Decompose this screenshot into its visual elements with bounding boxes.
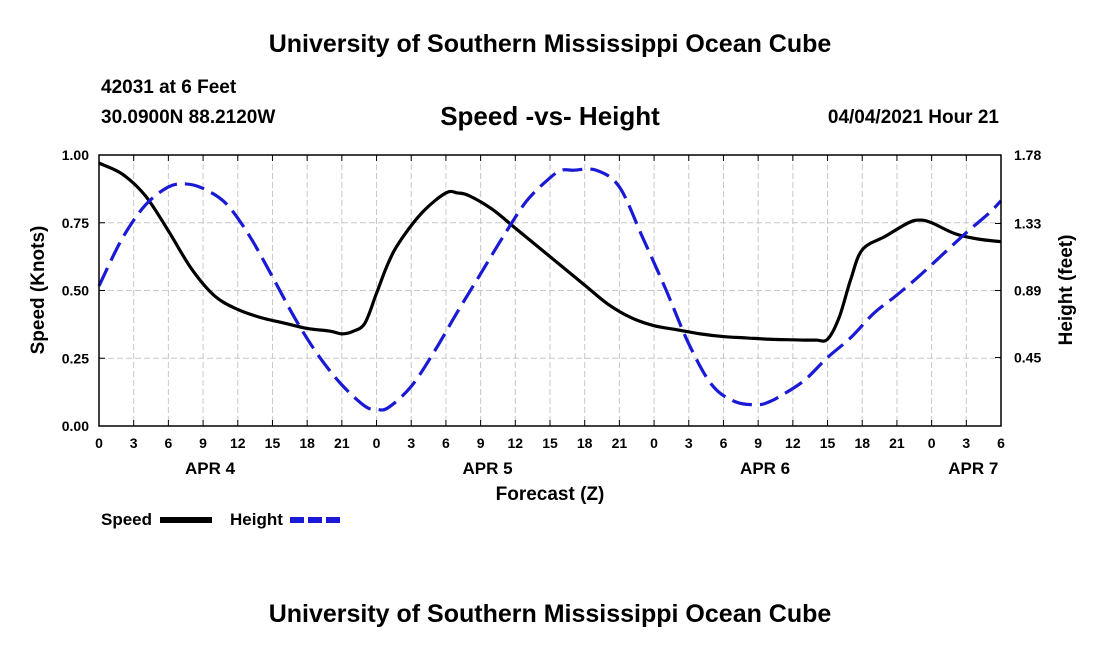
y2-tick-label: 0.89	[1014, 283, 1041, 299]
x-tick-label: 0	[650, 435, 658, 451]
date-label: APR 4	[185, 459, 236, 478]
y-tick-label: 0.50	[62, 283, 89, 299]
chart-subtitle: Speed -vs- Height	[440, 101, 660, 131]
x-tick-label: 21	[889, 435, 905, 451]
x-tick-label: 21	[612, 435, 628, 451]
x-tick-label: 18	[577, 435, 593, 451]
x-tick-label: 9	[477, 435, 485, 451]
y-tick-label: 0.00	[62, 418, 89, 434]
station-coordinates: 30.0900N 88.2120W	[101, 107, 276, 128]
y2-tick-label: 0.45	[1014, 349, 1041, 365]
legend: Speed Height	[101, 510, 342, 529]
x-tick-label: 9	[199, 435, 207, 451]
series-line-height	[97, 167, 1003, 412]
y-tick-label: 1.00	[62, 147, 89, 163]
x-tick-label: 9	[754, 435, 762, 451]
legend-label-height: Height	[230, 510, 283, 529]
x-axis-label: Forecast (Z)	[496, 484, 605, 505]
date-label: APR 7	[948, 459, 998, 478]
axes: 0 3 6 9 12 15 18 21 0 3 6 9 12 15 18 21 0 3 6 9 12 15 18 21 0 3 6 0…	[62, 147, 1042, 478]
x-tick-label: 0	[373, 435, 381, 451]
x-tick-label: 21	[334, 435, 350, 451]
x-tick-label: 3	[130, 435, 138, 451]
x-tick-label: 0	[95, 435, 103, 451]
y2-tick-label: 1.78	[1014, 147, 1041, 163]
series-layer	[97, 161, 1003, 412]
y2-axis-label: Height (feet)	[1056, 235, 1077, 346]
date-label: APR 6	[740, 459, 790, 478]
y2-tick-label: 1.33	[1014, 216, 1041, 232]
y-axis-label: Speed (Knots)	[28, 226, 49, 355]
x-tick-label: 6	[997, 435, 1005, 451]
x-tick-label: 15	[542, 435, 558, 451]
x-tick-label: 15	[820, 435, 836, 451]
x-tick-label: 18	[854, 435, 870, 451]
x-tick-label: 15	[265, 435, 281, 451]
series-line-speed	[98, 161, 1002, 343]
x-tick-label: 3	[962, 435, 970, 451]
x-tick-label: 0	[928, 435, 936, 451]
legend-label-speed: Speed	[101, 510, 152, 529]
x-tick-label: 6	[720, 435, 728, 451]
x-tick-label: 12	[230, 435, 246, 451]
x-tick-label: 6	[164, 435, 172, 451]
y-tick-label: 0.25	[62, 350, 89, 366]
page-title: University of Southern Mississippi Ocean…	[268, 30, 832, 58]
date-label: APR 5	[463, 459, 513, 478]
footer-title: University of Southern Mississippi Ocean…	[268, 600, 832, 628]
y-tick-label: 0.75	[62, 215, 89, 231]
x-tick-label: 6	[442, 435, 450, 451]
x-tick-label: 12	[508, 435, 524, 451]
forecast-datetime: 04/04/2021 Hour 21	[827, 107, 999, 128]
x-tick-label: 3	[407, 435, 415, 451]
x-tick-label: 3	[685, 435, 693, 451]
x-tick-label: 18	[299, 435, 315, 451]
station-label: 42031 at 6 Feet	[101, 77, 237, 98]
x-tick-label: 12	[785, 435, 801, 451]
grid	[99, 155, 1001, 426]
